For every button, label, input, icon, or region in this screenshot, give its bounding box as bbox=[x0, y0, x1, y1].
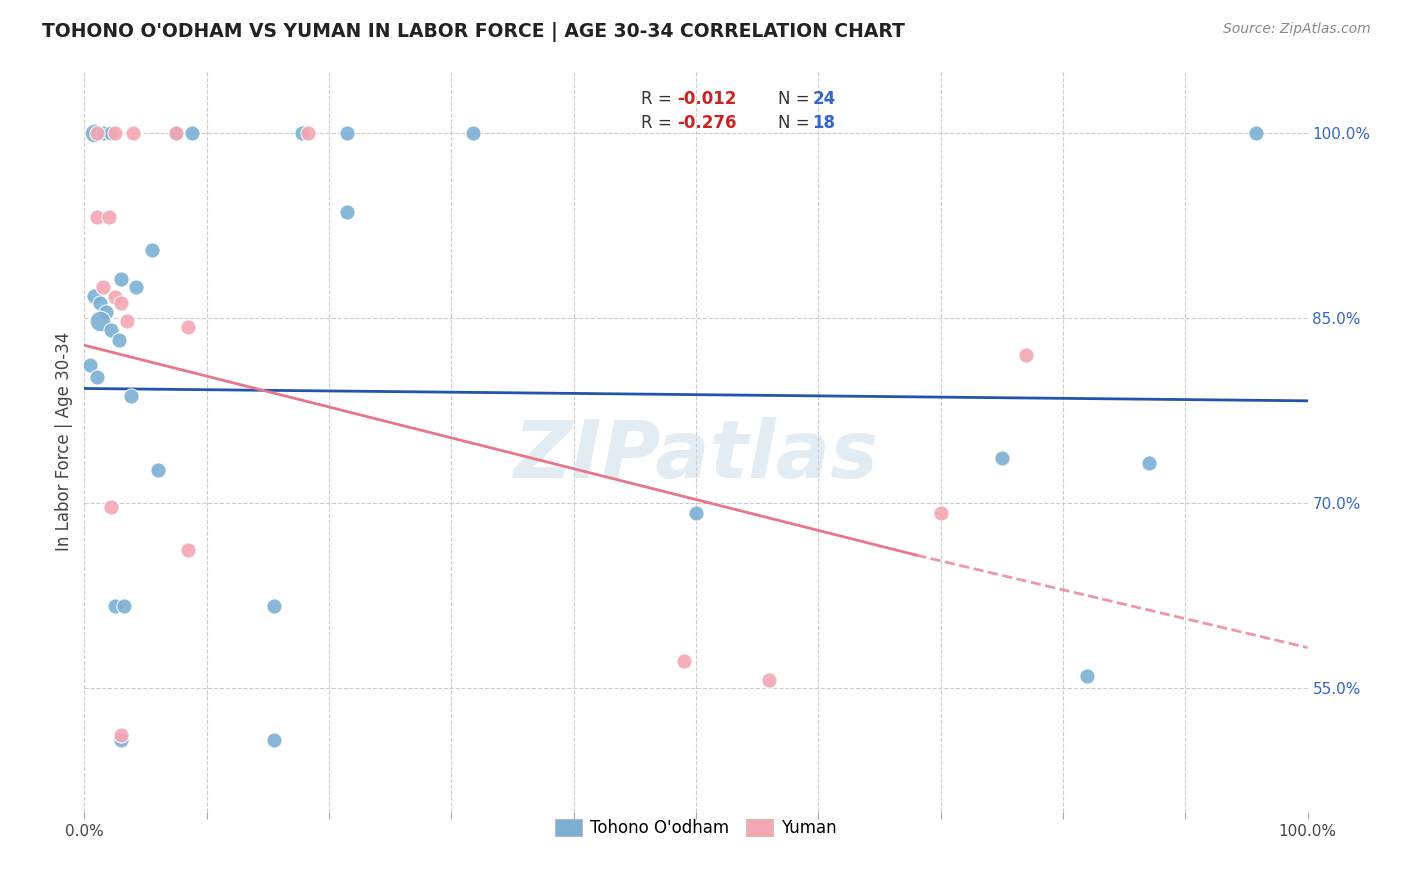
Text: 24: 24 bbox=[813, 90, 835, 108]
Point bbox=[672, 654, 695, 668]
Point bbox=[83, 289, 105, 303]
Point bbox=[291, 126, 314, 140]
Point bbox=[758, 673, 780, 687]
Point bbox=[86, 126, 108, 140]
Point bbox=[110, 271, 132, 285]
Point bbox=[89, 296, 111, 310]
Text: Source: ZipAtlas.com: Source: ZipAtlas.com bbox=[1223, 22, 1371, 37]
Point bbox=[97, 210, 120, 224]
Point bbox=[100, 500, 122, 514]
Point bbox=[336, 205, 359, 219]
Point bbox=[100, 126, 122, 140]
Text: ZIPatlas: ZIPatlas bbox=[513, 417, 879, 495]
Point bbox=[89, 313, 111, 327]
Point bbox=[263, 599, 285, 613]
Point bbox=[181, 126, 204, 140]
Point bbox=[463, 126, 485, 140]
Point bbox=[110, 296, 132, 310]
Point bbox=[991, 450, 1014, 465]
Point bbox=[122, 126, 145, 140]
Point bbox=[177, 543, 200, 558]
Point bbox=[1015, 348, 1038, 362]
Point bbox=[79, 358, 101, 372]
Text: -0.276: -0.276 bbox=[678, 114, 737, 132]
Point bbox=[1137, 456, 1160, 470]
Text: N =: N = bbox=[778, 114, 815, 132]
Point bbox=[1244, 126, 1267, 140]
Point bbox=[297, 126, 319, 140]
Point bbox=[177, 319, 200, 334]
Point bbox=[929, 506, 952, 520]
Y-axis label: In Labor Force | Age 30-34: In Labor Force | Age 30-34 bbox=[55, 332, 73, 551]
Point bbox=[165, 126, 187, 140]
Point bbox=[146, 463, 169, 477]
Point bbox=[104, 126, 127, 140]
Point bbox=[104, 290, 127, 304]
Point bbox=[91, 126, 114, 140]
Text: R =: R = bbox=[641, 90, 676, 108]
Point bbox=[110, 733, 132, 747]
Point bbox=[120, 389, 142, 403]
Point bbox=[1076, 669, 1098, 683]
Point bbox=[107, 334, 129, 348]
Point bbox=[165, 126, 187, 140]
Point bbox=[115, 313, 138, 327]
Text: -0.012: -0.012 bbox=[678, 90, 737, 108]
Point bbox=[112, 599, 135, 613]
Point bbox=[100, 324, 122, 338]
Point bbox=[86, 210, 108, 224]
Point bbox=[96, 305, 118, 319]
Point bbox=[86, 370, 108, 384]
Text: 18: 18 bbox=[813, 114, 835, 132]
Legend: Tohono O'odham, Yuman: Tohono O'odham, Yuman bbox=[548, 813, 844, 844]
Text: N =: N = bbox=[778, 90, 815, 108]
Point bbox=[263, 733, 285, 747]
Point bbox=[110, 728, 132, 742]
Point bbox=[336, 126, 359, 140]
Point bbox=[91, 280, 114, 294]
Point bbox=[141, 244, 163, 258]
Text: R =: R = bbox=[641, 114, 676, 132]
Point bbox=[104, 599, 127, 613]
Point bbox=[685, 506, 707, 520]
Text: TOHONO O'ODHAM VS YUMAN IN LABOR FORCE | AGE 30-34 CORRELATION CHART: TOHONO O'ODHAM VS YUMAN IN LABOR FORCE |… bbox=[42, 22, 905, 42]
Point bbox=[83, 126, 105, 140]
Point bbox=[125, 280, 148, 294]
